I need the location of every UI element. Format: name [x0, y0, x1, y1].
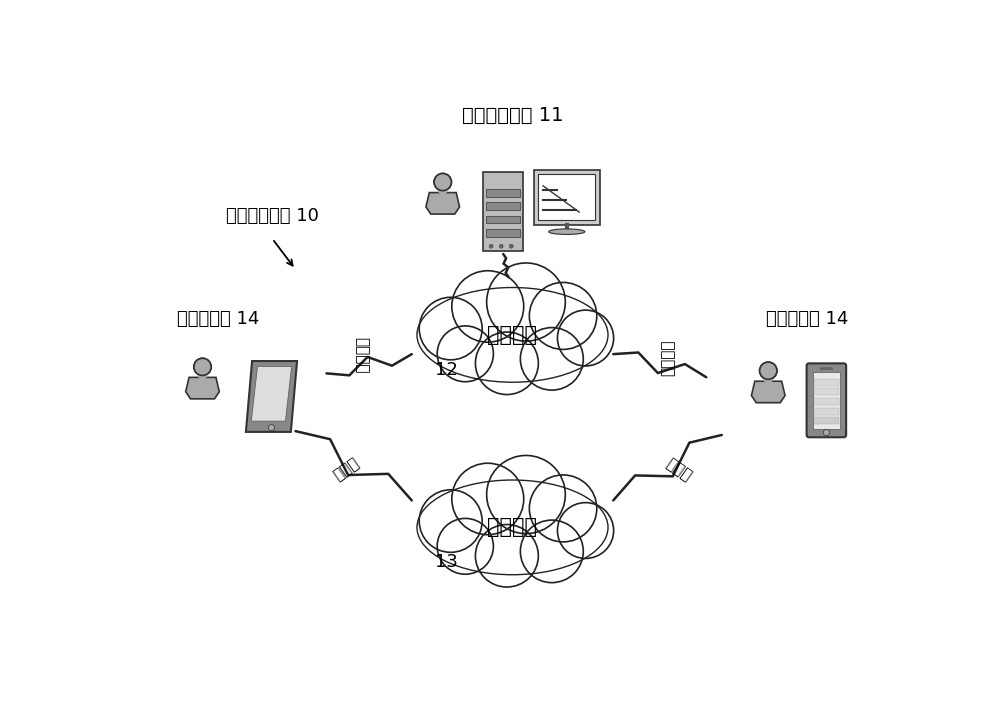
Text: 13: 13 — [435, 553, 458, 571]
Circle shape — [760, 362, 777, 379]
FancyBboxPatch shape — [814, 417, 839, 424]
Ellipse shape — [549, 229, 585, 235]
Circle shape — [419, 490, 482, 552]
Circle shape — [268, 424, 275, 431]
Polygon shape — [751, 381, 785, 403]
FancyBboxPatch shape — [538, 174, 595, 220]
Text: 推广信息: 推广信息 — [354, 337, 369, 374]
Text: 用户侧终端 14: 用户侧终端 14 — [177, 310, 259, 328]
Text: 信息推广用户 11: 信息推广用户 11 — [462, 106, 563, 125]
Circle shape — [529, 282, 597, 350]
Circle shape — [452, 463, 524, 535]
FancyBboxPatch shape — [807, 363, 846, 437]
FancyBboxPatch shape — [486, 229, 520, 237]
Polygon shape — [186, 378, 219, 399]
Circle shape — [487, 263, 565, 341]
Polygon shape — [251, 366, 292, 421]
Text: 信息处理系统 10: 信息处理系统 10 — [226, 207, 319, 225]
Circle shape — [760, 362, 777, 379]
FancyBboxPatch shape — [814, 388, 839, 395]
Circle shape — [499, 244, 503, 248]
Circle shape — [489, 244, 493, 248]
Ellipse shape — [763, 376, 773, 383]
Ellipse shape — [417, 287, 608, 382]
Circle shape — [529, 475, 597, 542]
FancyBboxPatch shape — [813, 372, 840, 429]
Ellipse shape — [417, 480, 608, 574]
FancyBboxPatch shape — [486, 189, 520, 197]
FancyBboxPatch shape — [534, 169, 600, 225]
Polygon shape — [426, 192, 460, 214]
FancyBboxPatch shape — [814, 398, 839, 405]
FancyBboxPatch shape — [483, 172, 523, 251]
Circle shape — [194, 358, 211, 376]
Circle shape — [437, 518, 493, 574]
Circle shape — [419, 297, 482, 360]
FancyBboxPatch shape — [820, 367, 833, 370]
Text: 信息流: 信息流 — [664, 456, 695, 484]
FancyBboxPatch shape — [486, 202, 520, 210]
Circle shape — [475, 525, 538, 587]
Polygon shape — [246, 361, 297, 432]
Circle shape — [452, 271, 524, 342]
Text: 推广信息: 推广信息 — [660, 340, 675, 376]
Circle shape — [520, 327, 583, 390]
FancyBboxPatch shape — [814, 408, 839, 414]
Circle shape — [557, 503, 614, 559]
Text: 信息流: 信息流 — [330, 456, 361, 484]
Circle shape — [823, 429, 829, 436]
Text: 12: 12 — [435, 360, 458, 378]
FancyBboxPatch shape — [814, 378, 839, 386]
Circle shape — [487, 455, 565, 533]
Ellipse shape — [438, 187, 448, 195]
Circle shape — [475, 332, 538, 395]
Circle shape — [437, 326, 493, 382]
FancyBboxPatch shape — [486, 215, 520, 223]
Circle shape — [194, 358, 211, 376]
Circle shape — [520, 520, 583, 582]
Circle shape — [557, 310, 614, 366]
Text: 应用后台: 应用后台 — [488, 518, 538, 537]
Circle shape — [434, 174, 451, 191]
Text: 用户侧终端 14: 用户侧终端 14 — [766, 310, 848, 328]
Circle shape — [509, 244, 513, 248]
Circle shape — [434, 174, 451, 191]
Ellipse shape — [198, 372, 207, 379]
Text: 投放系统: 投放系统 — [488, 325, 538, 345]
